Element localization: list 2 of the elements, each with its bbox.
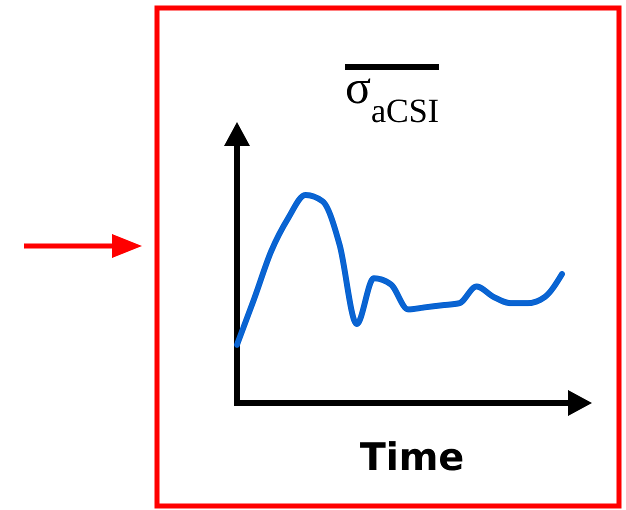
chart-title: σ$_{aCSI}$ (345, 61, 439, 130)
x-axis-title: Time (360, 435, 464, 479)
